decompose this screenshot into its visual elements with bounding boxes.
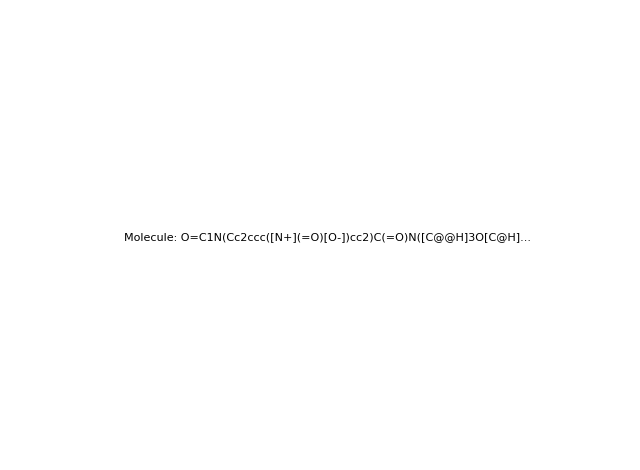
Text: Molecule: O=C1N(Cc2ccc([N+](=O)[O-])cc2)C(=O)N([C@@H]3O[C@H]...: Molecule: O=C1N(Cc2ccc([N+](=O)[O-])cc2)… <box>125 232 531 243</box>
